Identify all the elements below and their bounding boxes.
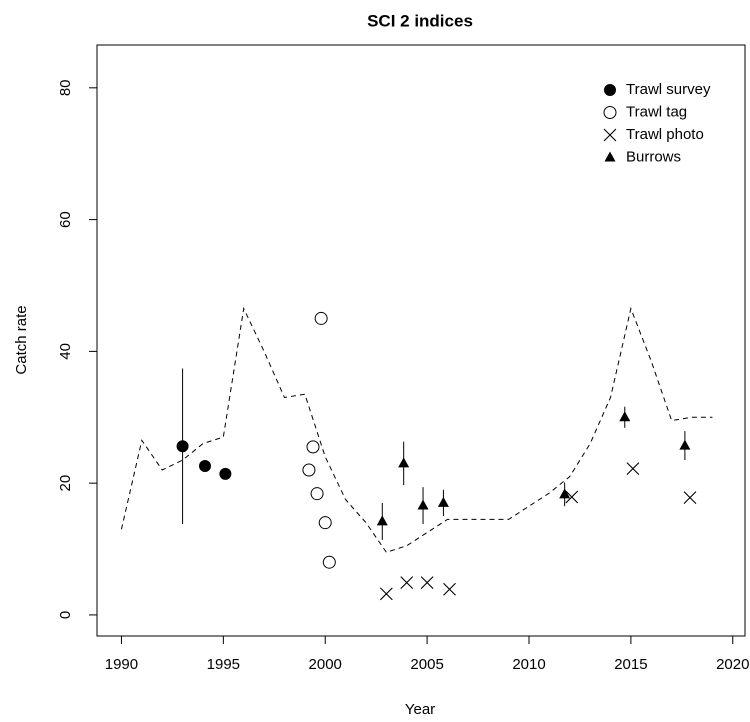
point (306, 440, 320, 454)
point (302, 463, 316, 477)
legend-label: Burrows (626, 148, 681, 165)
x-tick-label: 2020 (716, 656, 749, 673)
legend-marker (604, 151, 616, 162)
point (400, 576, 414, 590)
point (176, 440, 189, 453)
point (314, 311, 328, 325)
legend-marker (603, 106, 617, 119)
point (679, 439, 691, 450)
x-tick-label: 1995 (207, 656, 240, 673)
x-tick-label: 2015 (614, 656, 647, 673)
point (420, 576, 434, 590)
x-axis-label: Year (405, 701, 435, 718)
y-tick-label: 0 (57, 611, 74, 619)
point (417, 499, 429, 510)
point (626, 462, 640, 476)
x-tick-label: 1990 (105, 656, 138, 673)
point (565, 490, 579, 504)
x-tick-label: 2005 (410, 656, 443, 673)
legend-marker (603, 128, 617, 142)
point (322, 555, 336, 569)
point (398, 457, 410, 468)
y-tick-label: 80 (57, 79, 74, 96)
legend-marker (604, 84, 616, 96)
chart-title: SCI 2 indices (367, 11, 473, 30)
x-tick-label: 2010 (512, 656, 545, 673)
y-tick-label: 60 (57, 211, 74, 228)
y-tick-label: 40 (57, 343, 74, 360)
dashed-line (120, 306, 713, 553)
legend-label: Trawl tag (626, 103, 687, 120)
point (219, 467, 232, 480)
point (199, 460, 211, 473)
point (376, 515, 388, 526)
point (379, 587, 393, 601)
point (443, 582, 456, 596)
legend-label: Trawl photo (626, 126, 704, 143)
point (619, 411, 631, 422)
plot-box (96, 44, 746, 637)
point (683, 491, 697, 505)
point (318, 516, 332, 530)
y-axis-label: Catch rate (13, 305, 30, 374)
legend-label: Trawl survey (626, 81, 711, 98)
point (559, 488, 571, 499)
point (310, 487, 324, 501)
y-tick-label: 20 (57, 475, 74, 492)
x-tick-label: 2000 (309, 656, 342, 673)
point (437, 496, 449, 507)
